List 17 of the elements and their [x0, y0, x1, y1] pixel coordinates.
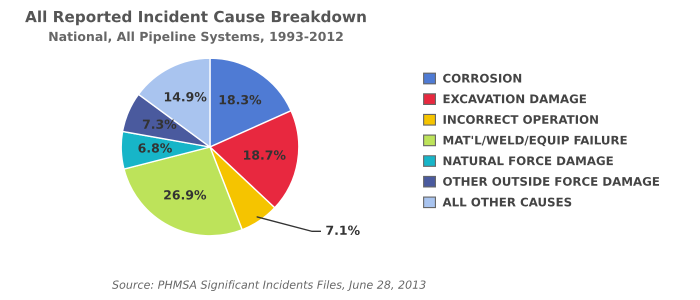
data-label: 7.3% — [142, 119, 176, 129]
legend-label: ALL OTHER CAUSES — [442, 198, 572, 207]
data-label: 14.9% — [164, 92, 206, 102]
legend-label: CORROSION — [443, 74, 522, 83]
legend-label: INCORRECT OPERATION — [444, 115, 598, 124]
data-label: 18.7% — [244, 150, 286, 160]
chart-subtitle: National, All Pipeline Systems, 1993-2012 — [49, 32, 343, 44]
legend-label: NATURAL FORCE DAMAGE — [444, 156, 613, 166]
data-label: 7.1% — [326, 226, 360, 235]
legend-label: MAT'L/WELD/EQUIP FAILURE — [444, 136, 627, 146]
chart-title: All Reported Incident Cause Breakdown — [25, 10, 366, 26]
legend-label: OTHER OUTSIDE FORCE DAMAGE — [443, 176, 660, 186]
source-note: Source: PHMSA Significant Incidents Files, June 28, 2013 — [112, 280, 426, 291]
data-label: 26.9% — [164, 190, 206, 200]
data-label: 18.3% — [220, 94, 262, 104]
data-label: 6.8% — [138, 143, 172, 153]
legend-label: EXCAVATION DAMAGE — [444, 94, 586, 104]
